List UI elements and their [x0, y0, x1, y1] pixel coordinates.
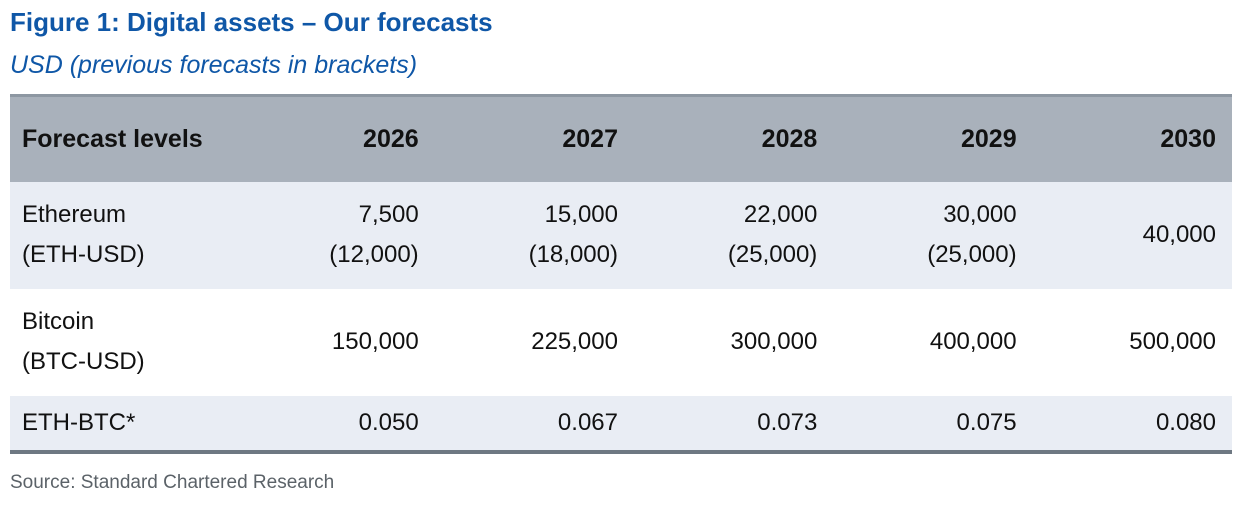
table-row-eth-btc: ETH-BTC* 0.050 0.067 0.073 0.075 [10, 395, 1232, 452]
bitcoin-2029-cell: 400,000 [833, 289, 1032, 396]
previous-forecast-value: (25,000) [927, 241, 1017, 268]
column-header-2027: 2027 [434, 94, 634, 182]
previous-forecast-value: (25,000) [727, 241, 818, 268]
column-header-2030: 2030 [1032, 94, 1232, 182]
previous-forecast-value: (12,000) [329, 241, 419, 268]
column-header-2028: 2028 [633, 94, 834, 182]
forecast-value: 225,000 [531, 328, 618, 355]
forecast-value: 400,000 [929, 328, 1017, 355]
column-header-2029: 2029 [833, 94, 1033, 182]
forecast-value: 15,000 [544, 201, 618, 228]
table-row-ethereum: Ethereum (ETH-USD) 7,500 (12,000) 15,000… [10, 181, 1232, 289]
bitcoin-2030-cell: 500,000 [1033, 289, 1232, 396]
forecast-value: 0.075 [956, 408, 1017, 436]
eth-btc-2026-cell: 0.050 [235, 396, 434, 452]
column-header-forecast-levels: Forecast levels [10, 94, 236, 182]
column-header-2026: 2026 [235, 94, 435, 182]
forecast-value: 500,000 [1129, 328, 1216, 355]
forecast-value: 0.073 [757, 408, 818, 436]
row-label-cell-ethereum: Ethereum (ETH-USD) [10, 182, 235, 289]
asset-name: ETH-BTC* [22, 408, 136, 436]
forecast-value: 7,500 [358, 201, 419, 228]
bitcoin-2026-cell: 150,000 [235, 289, 434, 396]
asset-ticker: (BTC-USD) [22, 348, 145, 375]
forecast-value: 150,000 [331, 328, 419, 355]
row-label-cell-eth-btc: ETH-BTC* [10, 396, 235, 452]
figure-subtitle: USD (previous forecasts in brackets) [10, 51, 418, 79]
asset-name: Bitcoin [22, 308, 95, 335]
forecast-table: Forecast levels 2026 2027 2028 2029 2030… [10, 94, 1232, 454]
asset-ticker: (ETH-USD) [22, 241, 145, 268]
eth-btc-2028-cell: 0.073 [634, 396, 833, 452]
eth-btc-2027-cell: 0.067 [435, 396, 634, 452]
forecast-value: 22,000 [743, 201, 818, 228]
previous-forecast-value: (18,000) [528, 241, 618, 268]
ethereum-2029-cell: 30,000 (25,000) [833, 182, 1032, 289]
table-row-bitcoin: Bitcoin (BTC-USD) 150,000 225,000 300,00… [10, 288, 1232, 396]
ethereum-2027-cell: 15,000 (18,000) [435, 182, 634, 289]
forecast-value: 30,000 [943, 201, 1017, 228]
table-header-row: Forecast levels 2026 2027 2028 2029 2030 [10, 94, 1232, 182]
forecast-value: 0.080 [1155, 408, 1216, 436]
eth-btc-2029-cell: 0.075 [833, 396, 1032, 452]
bitcoin-2027-cell: 225,000 [435, 289, 634, 396]
ethereum-2026-cell: 7,500 (12,000) [235, 182, 434, 289]
forecast-value: 40,000 [1142, 221, 1216, 248]
source-note: Source: Standard Chartered Research [10, 471, 335, 493]
ethereum-2028-cell: 22,000 (25,000) [634, 182, 833, 289]
ethereum-2030-cell: 40,000 [1033, 182, 1232, 289]
row-label-cell-bitcoin: Bitcoin (BTC-USD) [10, 289, 235, 396]
figure-title: Figure 1: Digital assets – Our forecasts [10, 7, 493, 37]
forecast-value: 0.050 [358, 408, 419, 436]
asset-name: Ethereum [22, 201, 127, 228]
bitcoin-2028-cell: 300,000 [634, 289, 833, 396]
forecast-value: 0.067 [557, 408, 618, 436]
forecast-value: 300,000 [730, 328, 818, 355]
eth-btc-2030-cell: 0.080 [1033, 396, 1232, 452]
